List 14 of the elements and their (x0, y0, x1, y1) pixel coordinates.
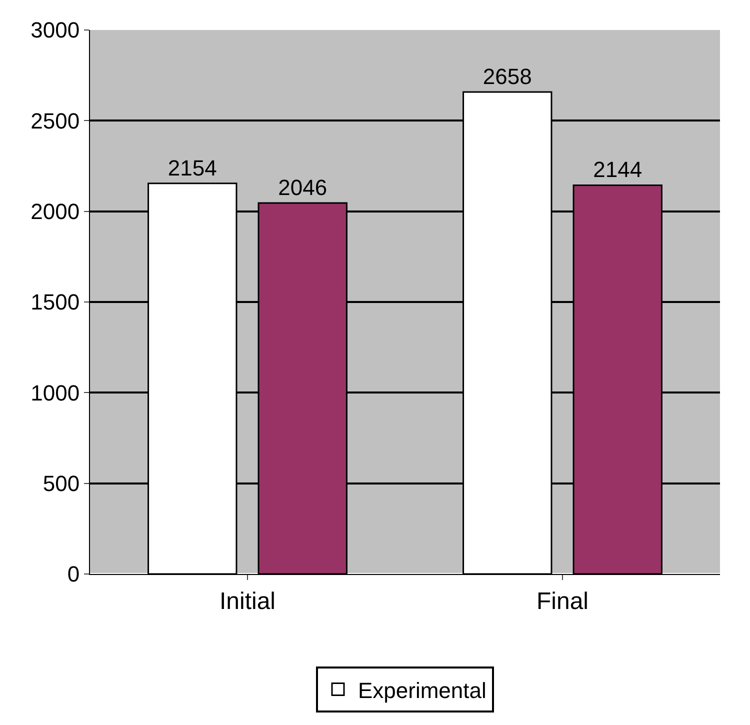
data-label: 2046 (278, 174, 328, 200)
y-tick-label: 2000 (30, 199, 80, 224)
data-label: 2154 (168, 155, 217, 180)
y-tick-label: 1000 (30, 380, 80, 406)
y-tick-label: 2500 (30, 108, 80, 134)
y-tick-label: 500 (42, 471, 80, 496)
x-tick-label: Initial (219, 588, 276, 615)
y-tick-label: 0 (67, 562, 80, 587)
data-label: 2658 (482, 64, 532, 90)
y-tick-label: 1500 (30, 290, 80, 315)
legend-label: Experimental (358, 678, 486, 703)
y-tick-label: 3000 (30, 18, 80, 43)
data-label: 2144 (593, 157, 642, 182)
x-tick-label: Final (536, 588, 589, 615)
